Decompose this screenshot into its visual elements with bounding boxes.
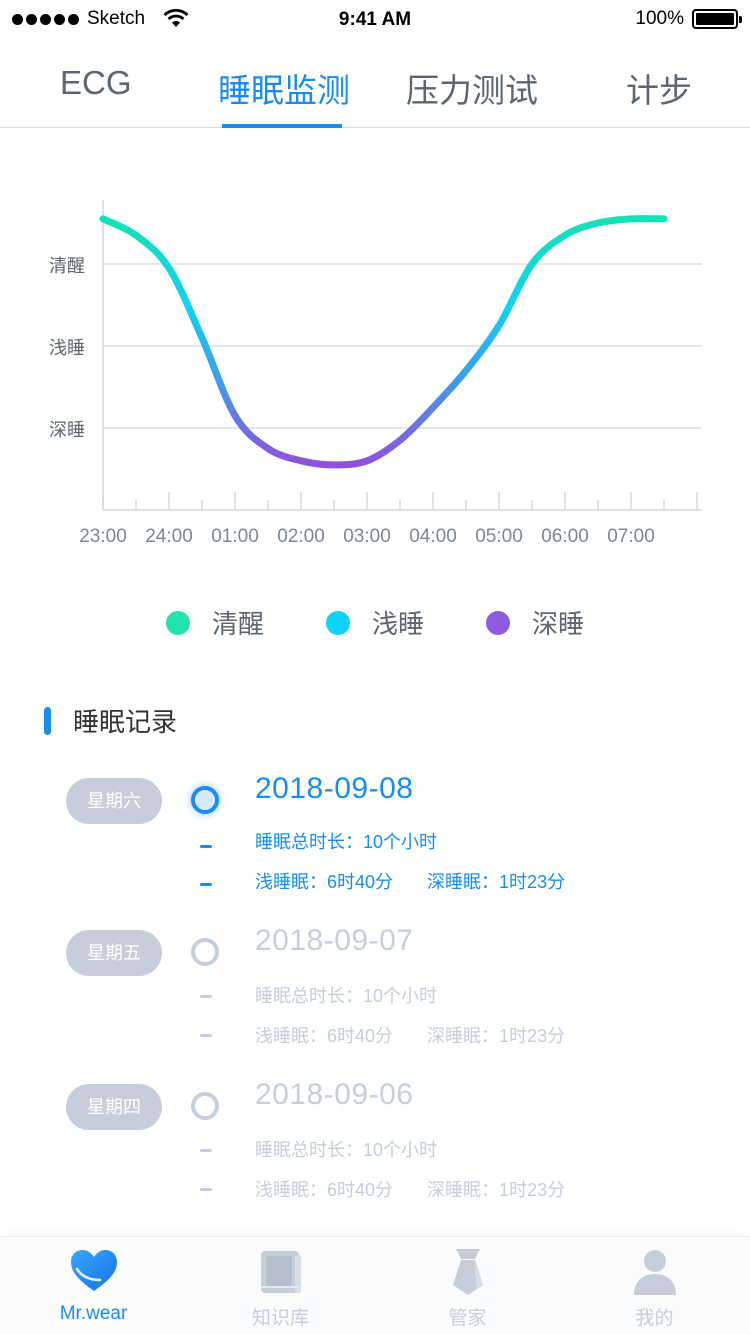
x-tick-label: 02:00 bbox=[277, 526, 325, 547]
record-total-duration: 睡眠总时长：10个小时 bbox=[255, 832, 438, 852]
status-bar: Sketch 9:41 AM 100% bbox=[0, 0, 750, 40]
person-icon bbox=[634, 1250, 676, 1295]
x-tick-label: 06:00 bbox=[541, 526, 589, 547]
timeline-node-icon bbox=[191, 938, 219, 966]
status-time: 9:41 AM bbox=[338, 9, 412, 30]
day-badge: 星期六 bbox=[66, 778, 162, 824]
bottom-nav: Mr.wear 知识库 管家 我的 bbox=[0, 1236, 750, 1334]
record-deep-sleep: 深睡眠：1时23分 bbox=[427, 1180, 566, 1200]
record-light-sleep: 浅睡眠：6时40分 bbox=[255, 1180, 394, 1200]
y-tick-label: 清醒 bbox=[49, 256, 85, 276]
nav-label-butler: 管家 bbox=[448, 1308, 487, 1329]
day-badge: 星期四 bbox=[66, 1084, 162, 1130]
x-tick-label: 05:00 bbox=[475, 526, 523, 547]
nav-label-mrwear: Mr.wear bbox=[59, 1303, 128, 1324]
record-deep-sleep: 深睡眠：1时23分 bbox=[427, 872, 566, 892]
record-date: 2018-09-07 bbox=[255, 924, 414, 957]
carrier-name: Sketch bbox=[87, 8, 146, 29]
x-tick-label: 24:00 bbox=[145, 526, 193, 547]
tab-active-indicator bbox=[222, 124, 342, 128]
legend-light: 浅睡 bbox=[326, 604, 424, 641]
nav-item-mrwear[interactable]: Mr.wear bbox=[0, 1237, 187, 1334]
battery-percent: 100% bbox=[635, 8, 684, 29]
record-details: 浅睡眠：6时40分 深睡眠：1时23分 bbox=[255, 1022, 565, 1048]
heart-icon bbox=[71, 1250, 117, 1291]
wifi-icon bbox=[163, 9, 189, 27]
nav-label-mine: 我的 bbox=[635, 1308, 674, 1329]
sleep-record-section-title: 睡眠记录 bbox=[44, 702, 177, 739]
sleep-chart-plot bbox=[99, 200, 702, 511]
legend-wake-label: 清醒 bbox=[212, 609, 265, 639]
timeline-tick bbox=[200, 995, 212, 998]
legend-deep-dot bbox=[486, 610, 510, 635]
nav-label-knowledge: 知识库 bbox=[251, 1308, 309, 1329]
y-tick-label: 浅睡 bbox=[49, 338, 85, 358]
x-tick-label: 01:00 bbox=[211, 526, 259, 547]
record-date: 2018-09-06 bbox=[255, 1078, 414, 1111]
day-badge: 星期五 bbox=[66, 930, 162, 976]
legend-deep-label: 深睡 bbox=[532, 609, 585, 639]
record-light-sleep: 浅睡眠：6时40分 bbox=[255, 872, 394, 892]
sleep-record-item[interactable]: 星期六 2018-09-08 睡眠总时长：10个小时 浅睡眠：6时40分 深睡眠：… bbox=[0, 772, 750, 918]
legend-wake: 清醒 bbox=[166, 604, 264, 641]
tie-icon bbox=[453, 1249, 483, 1295]
tab-pedometer[interactable]: 计步 bbox=[626, 72, 692, 109]
record-details: 浅睡眠：6时40分 深睡眠：1时23分 bbox=[255, 1176, 565, 1202]
record-light-sleep: 浅睡眠：6时40分 bbox=[255, 1026, 394, 1046]
timeline-tick bbox=[200, 1149, 212, 1152]
x-tick-label: 04:00 bbox=[409, 526, 457, 547]
sleep-curve-line bbox=[99, 215, 668, 469]
x-tick-label: 07:00 bbox=[607, 526, 655, 547]
timeline-node-icon bbox=[191, 786, 219, 814]
book-icon bbox=[261, 1251, 301, 1293]
sleep-record-item[interactable]: 星期五 2018-09-07 睡眠总时长：10个小时 浅睡眠：6时40分 深睡眠：… bbox=[0, 924, 750, 1070]
x-tick-label: 23:00 bbox=[79, 526, 127, 547]
signal-icon bbox=[12, 13, 79, 25]
y-tick-label: 深睡 bbox=[49, 420, 85, 440]
nav-item-mine[interactable]: 我的 bbox=[561, 1237, 748, 1334]
section-title-text: 睡眠记录 bbox=[73, 707, 178, 737]
x-tick-label: 03:00 bbox=[343, 526, 391, 547]
legend-wake-dot bbox=[166, 610, 190, 635]
section-accent-bar bbox=[44, 706, 51, 735]
top-tabs: ECG 睡眠监测 压力测试 计步 bbox=[0, 40, 750, 128]
timeline-tick bbox=[200, 1188, 212, 1191]
tab-ecg[interactable]: ECG bbox=[60, 64, 132, 101]
nav-item-butler[interactable]: 管家 bbox=[374, 1237, 561, 1334]
legend-light-dot bbox=[326, 610, 350, 635]
sleep-chart: 清醒浅睡深睡 23:00 24:00 01:00 02:00 03:00 04:00 05:… bbox=[0, 160, 750, 560]
record-details: 浅睡眠：6时40分 深睡眠：1时23分 bbox=[255, 868, 565, 894]
sleep-record-item[interactable]: 星期四 2018-09-06 睡眠总时长：10个小时 浅睡眠：6时40分 深睡眠：… bbox=[0, 1078, 750, 1224]
legend-light-label: 浅睡 bbox=[372, 609, 425, 639]
timeline-tick bbox=[200, 883, 212, 886]
timeline-tick bbox=[200, 845, 212, 848]
record-total-duration: 睡眠总时长：10个小时 bbox=[255, 986, 438, 1006]
timeline-tick bbox=[200, 1034, 212, 1037]
record-deep-sleep: 深睡眠：1时23分 bbox=[427, 1026, 566, 1046]
timeline-node-icon bbox=[191, 1092, 219, 1120]
status-right: 100% bbox=[635, 8, 742, 30]
tab-stress-test[interactable]: 压力测试 bbox=[406, 72, 538, 109]
battery-icon bbox=[692, 9, 742, 29]
nav-item-knowledge[interactable]: 知识库 bbox=[187, 1237, 374, 1334]
legend-deep: 深睡 bbox=[486, 604, 584, 641]
status-left: Sketch bbox=[12, 8, 189, 30]
tab-sleep-monitor[interactable]: 睡眠监测 bbox=[218, 72, 350, 109]
record-date: 2018-09-08 bbox=[255, 772, 414, 805]
record-total-duration: 睡眠总时长：10个小时 bbox=[255, 1140, 438, 1160]
